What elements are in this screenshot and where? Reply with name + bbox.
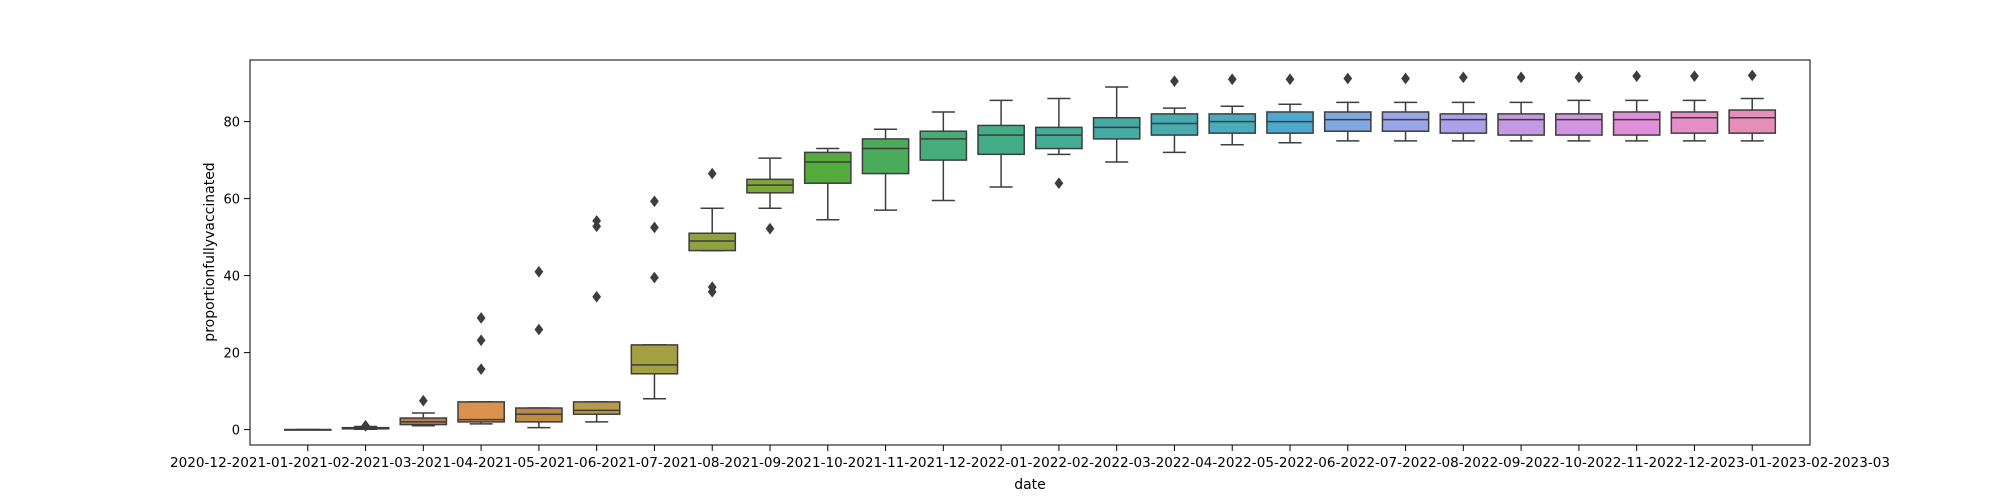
outlier-point	[592, 215, 602, 227]
outlier-point	[592, 290, 602, 303]
box-body	[1323, 111, 1372, 132]
outlier-point	[418, 394, 428, 407]
box-2021-12	[977, 99, 1025, 451]
box-body	[803, 151, 852, 184]
outlier-point	[1458, 71, 1468, 84]
outlier-point	[1747, 69, 1757, 82]
outlier-point	[1574, 71, 1584, 84]
outlier-point	[1632, 70, 1642, 83]
box-body	[688, 232, 737, 252]
outlier-point	[1170, 75, 1179, 88]
box-2021-11	[919, 111, 968, 451]
box-body	[919, 130, 968, 161]
box-2022-05	[1266, 73, 1314, 451]
box-2022-12	[1670, 70, 1719, 451]
box-body	[630, 344, 679, 375]
box-body	[572, 401, 621, 415]
outlier-point	[650, 195, 659, 208]
box-body	[861, 138, 910, 175]
outlier-point	[476, 334, 486, 347]
box-2021-08	[746, 157, 794, 451]
box-body	[1092, 117, 1141, 140]
x-axis-label: date	[1014, 477, 1046, 493]
box-2022-10	[1555, 71, 1603, 451]
box-body	[746, 178, 794, 194]
box-body	[515, 407, 563, 423]
y-tick-label: 40	[223, 270, 240, 285]
plot-area	[249, 59, 1811, 446]
box-body	[1670, 111, 1719, 134]
box-body	[1728, 109, 1777, 134]
box-2022-09	[1497, 71, 1545, 451]
outlier-point	[765, 222, 775, 235]
box-2022-08	[1439, 71, 1488, 451]
box-body	[1150, 113, 1199, 136]
outlier-point	[534, 265, 544, 278]
box-2021-06	[630, 195, 679, 451]
box-2022-07	[1381, 72, 1430, 451]
y-axis-label: proportionfullyvaccinated	[202, 162, 218, 341]
outlier-point	[707, 281, 717, 293]
y-tick-label: 0	[232, 424, 240, 439]
box-series	[283, 69, 1777, 451]
box-2022-02	[1092, 86, 1141, 451]
box-2022-06	[1323, 72, 1372, 451]
box-body	[1266, 111, 1314, 134]
y-tick-label: 80	[223, 116, 240, 131]
box-body	[1208, 113, 1257, 134]
box-2021-01	[341, 419, 390, 451]
outlier-point	[1285, 73, 1295, 86]
box-2022-11	[1612, 70, 1661, 451]
box-2021-04	[515, 265, 563, 451]
y-tick-label: 20	[223, 347, 240, 362]
outlier-point	[707, 167, 717, 180]
outlier-point	[534, 323, 544, 336]
x-tick-labels-overlap: 2020-12-2021-01-2021-02-2021-03-2021-04-…	[170, 456, 1890, 471]
outlier-point	[476, 312, 486, 324]
box-body	[1035, 126, 1083, 150]
outlier-point	[1690, 70, 1699, 83]
box-2022-03	[1150, 75, 1199, 451]
box-2021-09	[803, 147, 852, 451]
y-axis: 0 20 40 60 80	[223, 116, 250, 439]
outlier-point	[1227, 73, 1237, 86]
box-2020-12	[283, 428, 332, 451]
box-2023-01	[1728, 69, 1777, 451]
outlier-point	[361, 419, 370, 432]
outlier-point	[1054, 177, 1064, 190]
outlier-point	[1401, 72, 1410, 85]
outlier-point	[476, 363, 486, 375]
outlier-point	[1516, 71, 1526, 84]
box-body	[977, 124, 1025, 156]
box-2021-02	[399, 394, 448, 451]
box-body	[1381, 111, 1430, 132]
box-body	[1497, 113, 1545, 136]
box-2021-03	[457, 312, 505, 451]
box-body	[1555, 113, 1603, 136]
box-body	[1612, 111, 1661, 136]
outlier-point	[1343, 72, 1353, 85]
box-2022-01	[1035, 97, 1083, 451]
box-2021-10	[861, 128, 910, 451]
box-2021-07	[688, 167, 737, 451]
outlier-point	[650, 221, 659, 234]
box-body	[1439, 113, 1488, 134]
box-body	[457, 401, 505, 423]
y-tick-label: 60	[223, 193, 240, 208]
outlier-point	[650, 271, 659, 284]
box-2021-05	[572, 215, 621, 451]
box-2022-04	[1208, 73, 1257, 451]
